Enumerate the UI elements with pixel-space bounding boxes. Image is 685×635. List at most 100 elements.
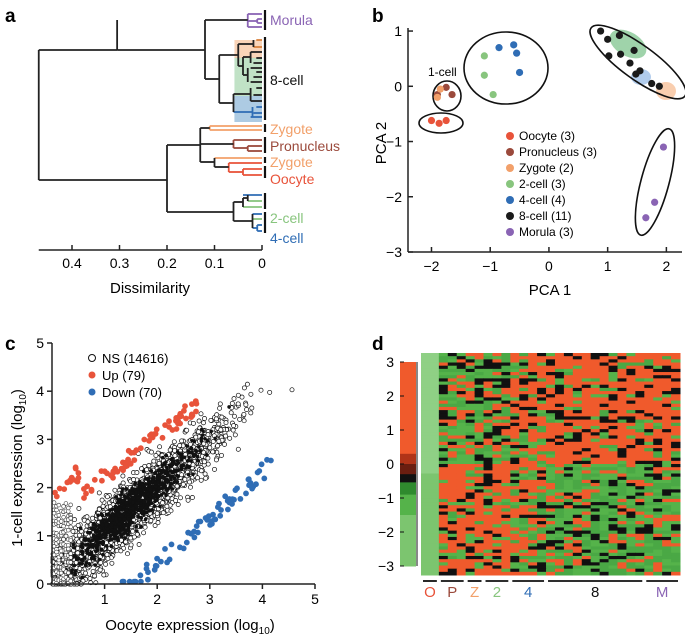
- heatmap-cell: [626, 368, 636, 373]
- heatmap-cell: [572, 451, 583, 455]
- expression-point-ns: [87, 576, 93, 581]
- heatmap-cell: [671, 394, 681, 398]
- heatmap-cell: [421, 448, 431, 452]
- expression-point-ns: [175, 473, 179, 478]
- expression-point-down: [254, 469, 261, 476]
- expression-point-ns: [174, 491, 180, 497]
- expression-point-ns: [124, 487, 129, 491]
- heatmap-cell: [438, 410, 449, 414]
- heatmap-cell: [608, 359, 618, 364]
- heatmap-cell: [608, 451, 618, 455]
- heatmap-cell: [519, 441, 529, 446]
- heatmap-cell: [501, 387, 511, 392]
- expression-point-down: [166, 556, 173, 563]
- expression-point-ns: [103, 561, 109, 567]
- expression-point-ns: [192, 454, 196, 459]
- expression-point-ns: [237, 416, 243, 422]
- expression-point-ns: [84, 514, 90, 520]
- pca-point-twocell: [489, 90, 497, 99]
- dendrogram-leaf-label-pronucleus: Pronucleus: [270, 138, 340, 154]
- heatmap-cell: [447, 400, 458, 405]
- heatmap-cell: [421, 422, 431, 427]
- expression-point-ns: [198, 477, 204, 483]
- heatmap-cell: [501, 444, 511, 449]
- heatmap-cell: [465, 400, 476, 405]
- heatmap-cell: [662, 406, 672, 411]
- expression-point-down: [162, 546, 168, 552]
- expression-point-ns: [76, 506, 82, 511]
- heatmap-cell: [554, 362, 565, 367]
- expression-point-ns: [118, 517, 122, 521]
- heatmap-cell: [599, 416, 610, 421]
- heatmap-cell: [421, 410, 431, 414]
- heatmap-cell: [447, 375, 458, 379]
- expression-point-ns: [134, 504, 139, 509]
- heatmap-cell: [653, 425, 663, 430]
- pca-cluster-annotation: 1-cell: [428, 65, 457, 79]
- expression-point-ns: [164, 493, 168, 498]
- heatmap-cell: [635, 425, 645, 430]
- heatmap-cell: [617, 368, 627, 373]
- heatmap-cell: [429, 381, 440, 386]
- heatmap-cell: [483, 384, 493, 389]
- heatmap-cell: [554, 413, 565, 417]
- heatmap-cell: [546, 448, 556, 452]
- expression-point-ns: [213, 457, 219, 463]
- expression-point-ns: [80, 552, 85, 556]
- heatmap-cell: [447, 391, 458, 395]
- heatmap-cell: [608, 419, 618, 424]
- heatmap-cell: [519, 429, 529, 433]
- heatmap-cell: [626, 400, 636, 405]
- expression-point-ns: [83, 570, 88, 576]
- heatmap-cell: [563, 429, 574, 433]
- dendrogram-x-tick-label: 0.1: [205, 255, 225, 271]
- heatmap-cell: [662, 362, 672, 367]
- heatmap-cell: [599, 400, 610, 405]
- expression-point-ns: [201, 420, 206, 426]
- heatmap-cell: [635, 387, 645, 392]
- heatmap-cell: [528, 397, 538, 402]
- heatmap-cell: [590, 400, 601, 405]
- heatmap-cell: [581, 429, 592, 433]
- heatmap-cell: [429, 432, 440, 436]
- heatmap-cell: [519, 425, 529, 430]
- expression-point-down: [168, 541, 175, 548]
- heatmap-cell: [581, 403, 592, 408]
- heatmap-cell: [447, 368, 458, 373]
- expression-point-ns: [174, 483, 180, 489]
- pca-point-pronucleus: [442, 83, 450, 91]
- heatmap-cell: [662, 353, 672, 357]
- expression-point-down: [243, 490, 249, 497]
- dendrogram-leaf-label-morula: Morula: [270, 12, 313, 28]
- expression-point-ns: [104, 534, 108, 539]
- expression-point-ns: [201, 459, 207, 465]
- expression-point-ns: [85, 551, 90, 555]
- expression-point-ns: [126, 504, 131, 508]
- heatmap-cell: [438, 356, 449, 360]
- dendrogram-leaf-label-2-cell: 2-cell: [270, 210, 303, 226]
- heatmap-cell: [608, 375, 618, 379]
- heatmap-cell: [429, 419, 440, 424]
- colorbar-segment: [400, 362, 416, 455]
- heatmap-cell: [671, 410, 681, 414]
- heatmap-cell: [528, 362, 538, 367]
- expression-point-ns: [170, 456, 175, 461]
- heatmap-cell: [572, 365, 583, 370]
- expression-point-up: [99, 477, 105, 484]
- expression-point-down: [246, 482, 253, 489]
- heatmap-cell: [572, 406, 583, 411]
- heatmap-cell: [474, 438, 485, 443]
- expression-point-ns: [99, 533, 103, 537]
- expression-point-ns: [122, 505, 126, 509]
- heatmap-cell: [501, 365, 511, 370]
- heatmap-cell: [465, 432, 476, 436]
- heatmap-cell: [528, 413, 538, 417]
- heatmap-cell: [671, 384, 681, 389]
- heatmap-cell: [626, 416, 636, 421]
- heatmap-cell: [519, 413, 529, 417]
- heatmap-cell: [510, 413, 520, 417]
- heatmap-cell: [617, 391, 627, 395]
- heatmap-cell: [653, 359, 663, 364]
- expression-point-down: [137, 572, 144, 579]
- heatmap-cell: [429, 375, 440, 379]
